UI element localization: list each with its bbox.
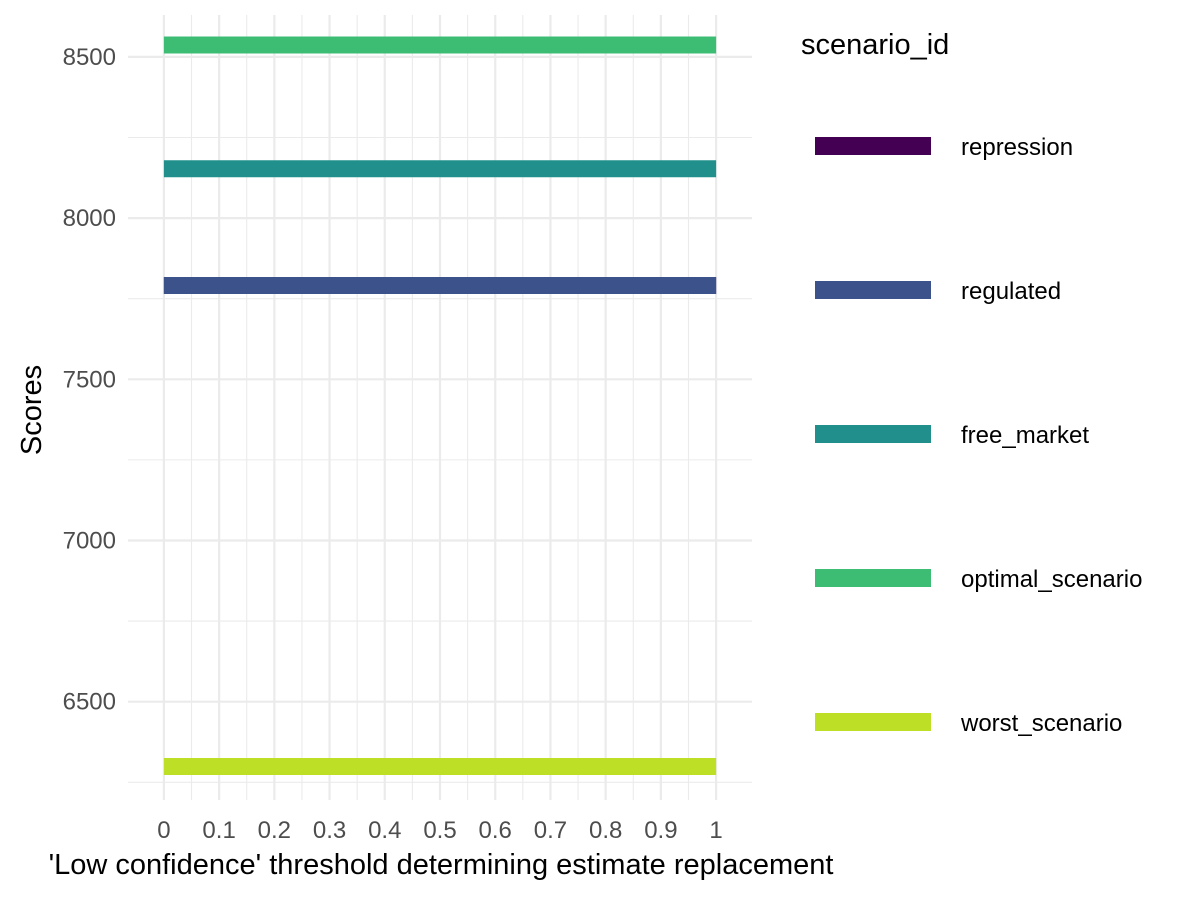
legend-key-free-market: [815, 425, 931, 443]
y-tick-label: 7000: [63, 527, 116, 554]
legend-label-repression: repression: [961, 134, 1073, 161]
legend-title: scenario_id: [801, 29, 949, 61]
x-tick-label: 0.8: [589, 817, 622, 844]
x-tick-label: 1: [709, 817, 722, 844]
x-tick-label: 0.3: [313, 817, 346, 844]
legend-key-worst-scenario: [815, 713, 931, 731]
x-tick-label: 0.4: [368, 817, 401, 844]
major-gridlines: [128, 15, 752, 800]
series-lines: [163, 36, 717, 775]
y-axis-title: Scores: [16, 365, 48, 455]
x-tick-label: 0.7: [534, 817, 567, 844]
x-tick-label: 0.9: [644, 817, 677, 844]
x-tick-label: 0.5: [423, 817, 456, 844]
legend-label-optimal-scenario: optimal_scenario: [961, 566, 1142, 593]
x-tick-label: 0.2: [258, 817, 291, 844]
x-tick-label: 0.1: [202, 817, 235, 844]
y-tick-label: 7500: [63, 366, 116, 393]
x-axis-tick-labels: 0 0.1 0.2 0.3 0.4 0.5 0.6 0.7 0.8 0.9 1: [157, 817, 723, 844]
legend-label-regulated: regulated: [961, 278, 1061, 305]
legend: scenario_id repression regulated free_mark…: [801, 29, 1142, 737]
y-tick-label: 8000: [63, 205, 116, 232]
legend-key-repression: [815, 137, 931, 155]
legend-label-worst-scenario: worst_scenario: [960, 710, 1122, 737]
x-axis-title: 'Low confidence' threshold determining e…: [49, 849, 834, 881]
legend-key-regulated: [815, 281, 931, 299]
legend-key-optimal-scenario: [815, 569, 931, 587]
y-tick-label: 8500: [63, 44, 116, 71]
x-tick-label: 0.6: [479, 817, 512, 844]
y-tick-label: 6500: [63, 689, 116, 716]
x-tick-label: 0: [157, 817, 170, 844]
y-axis-tick-labels: 6500 7000 7500 8000 8500: [63, 44, 116, 716]
legend-label-free-market: free_market: [961, 422, 1089, 449]
